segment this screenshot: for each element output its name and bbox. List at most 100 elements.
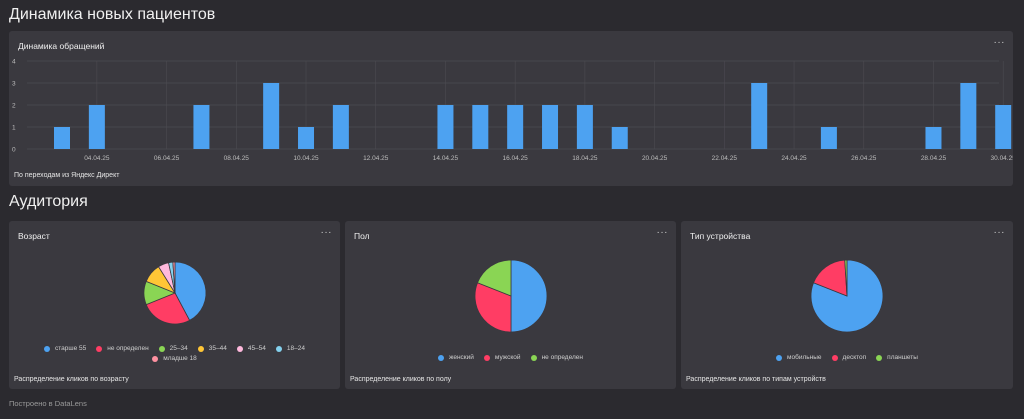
device-pie-chart: [810, 259, 884, 333]
legend-label: мобильные: [787, 354, 822, 361]
footer-credit[interactable]: Построено в DataLens: [9, 399, 87, 408]
legend-label: не определен: [107, 345, 149, 352]
device-card-menu-button[interactable]: ···: [993, 227, 1005, 238]
x-tick-label: 22.04.25: [712, 155, 738, 162]
pie-slice-планшеты[interactable]: [844, 259, 848, 297]
x-tick-label: 30.04.25: [991, 155, 1013, 162]
bar-chart-footnote: По переходам из Яндекс Директ: [14, 172, 120, 179]
bar-19.04.25[interactable]: [611, 127, 628, 149]
legend-label: мужской: [494, 354, 521, 361]
bar-30.04.25[interactable]: [995, 105, 1012, 149]
bar-29.04.25[interactable]: [960, 83, 977, 149]
legend-item[interactable]: 25–34: [158, 345, 188, 352]
legend-item[interactable]: младше 18: [152, 355, 197, 362]
bar-16.04.25[interactable]: [507, 105, 524, 149]
audience-title: Аудитория: [9, 193, 88, 210]
pie-slice-десктоп[interactable]: [813, 259, 848, 297]
x-tick-label: 26.04.25: [851, 155, 877, 162]
bar-11.04.25[interactable]: [332, 105, 349, 149]
legend-label: не определен: [541, 354, 583, 361]
age-card: Возраст ··· старше 55 не определен 25–34 35…: [9, 221, 340, 389]
sex-legend: женский мужской не определен: [345, 354, 676, 364]
legend-marker: [530, 354, 537, 361]
device-card-title: Тип устройства: [690, 231, 751, 241]
sex-card-menu-button[interactable]: ···: [656, 227, 668, 238]
x-tick-label: 28.04.25: [921, 155, 947, 162]
legend-marker: [483, 354, 490, 361]
pie-slice-мужской[interactable]: [474, 282, 512, 333]
bar-10.04.25[interactable]: [298, 127, 315, 149]
x-tick-label: 14.04.25: [433, 155, 459, 162]
legend-item[interactable]: десктоп: [831, 354, 867, 361]
bar-28.04.25[interactable]: [925, 127, 942, 149]
y-tick-label: 4: [12, 59, 16, 66]
x-tick-label: 18.04.25: [572, 155, 598, 162]
x-tick-label: 20.04.25: [642, 155, 668, 162]
legend-label: планшеты: [887, 354, 918, 361]
legend-marker: [152, 355, 159, 362]
x-tick-label: 16.04.25: [503, 155, 529, 162]
pie-slice-не определен[interactable]: [145, 292, 191, 325]
legend-marker: [44, 345, 50, 352]
x-tick-label: 24.04.25: [781, 155, 807, 162]
bar-chart-card: Динамика обращений ··· 0 1 2 3 4 04.04.25 06.0…: [9, 31, 1013, 186]
legend-item[interactable]: 18–24: [275, 345, 305, 352]
legend-marker: [197, 345, 204, 352]
y-tick-label: 3: [12, 81, 16, 88]
bar-23.04.25[interactable]: [751, 83, 768, 149]
bar-03.04.25[interactable]: [54, 127, 70, 149]
device-card: Тип устройства ··· мобильные десктоп планш…: [681, 221, 1013, 389]
legend-item[interactable]: женский: [438, 354, 474, 361]
pie-slice-младше 18[interactable]: [172, 261, 176, 294]
x-tick-label: 12.04.25: [363, 155, 389, 162]
pie-slice-старше 55[interactable]: [174, 261, 207, 321]
bar-14.04.25[interactable]: [437, 105, 454, 149]
x-tick-label: 08.04.25: [224, 155, 250, 162]
legend-marker: [158, 345, 165, 352]
bar-chart-menu-button[interactable]: ···: [993, 37, 1005, 48]
legend-label: 18–24: [286, 345, 305, 352]
legend-item[interactable]: мужской: [483, 354, 521, 361]
legend-label: 45–54: [247, 345, 266, 352]
legend-label: 35–44: [208, 345, 227, 352]
y-tick-label: 2: [12, 103, 16, 110]
bar-09.04.25[interactable]: [263, 83, 280, 149]
sex-card-footnote: Распределение кликов по полу: [350, 376, 452, 383]
legend-marker: [776, 354, 783, 361]
legend-label: 25–34: [169, 345, 188, 352]
legend-marker: [438, 354, 444, 361]
legend-item[interactable]: не определен: [96, 345, 149, 352]
age-card-title: Возраст: [18, 231, 50, 241]
sex-card: Пол ··· женский мужской не определен Распр…: [345, 221, 676, 389]
x-tick-label: 06.04.25: [154, 155, 180, 162]
pie-slice-не определен[interactable]: [477, 259, 512, 297]
legend-item[interactable]: планшеты: [876, 354, 918, 361]
legend-marker: [236, 345, 243, 352]
pie-slice-женский[interactable]: [510, 259, 548, 333]
legend-label: десктоп: [842, 354, 867, 361]
legend-item[interactable]: 45–54: [236, 345, 266, 352]
page-title: Динамика новых пациентов: [9, 6, 216, 23]
legend-item[interactable]: 35–44: [197, 345, 227, 352]
legend-label: младше 18: [163, 355, 197, 362]
legend-label: старше 55: [55, 345, 87, 352]
sex-card-title: Пол: [354, 231, 370, 241]
legend-item[interactable]: мобильные: [776, 354, 822, 361]
bar-04.04.25[interactable]: [88, 105, 105, 149]
bar-15.04.25[interactable]: [472, 105, 489, 149]
legend-marker: [275, 345, 282, 352]
x-tick-label: 10.04.25: [293, 155, 319, 162]
bar-chart: 0 1 2 3 4 04.04.25 06.04.25 08.04.25 10.04.25 12.…: [12, 59, 1013, 163]
bar-25.04.25[interactable]: [820, 127, 837, 149]
bar-17.04.25[interactable]: [542, 105, 559, 149]
bar-07.04.25[interactable]: [193, 105, 210, 149]
bar-18.04.25[interactable]: [576, 105, 593, 149]
y-tick-label: 0: [12, 147, 16, 154]
legend-item[interactable]: не определен: [530, 354, 583, 361]
device-card-footnote: Распределение кликов по типам устройств: [686, 376, 826, 383]
legend-item[interactable]: старше 55: [44, 345, 86, 352]
legend-marker: [876, 354, 883, 361]
age-card-menu-button[interactable]: ···: [320, 227, 332, 238]
legend-marker: [96, 345, 103, 352]
legend-label: женский: [449, 354, 474, 361]
